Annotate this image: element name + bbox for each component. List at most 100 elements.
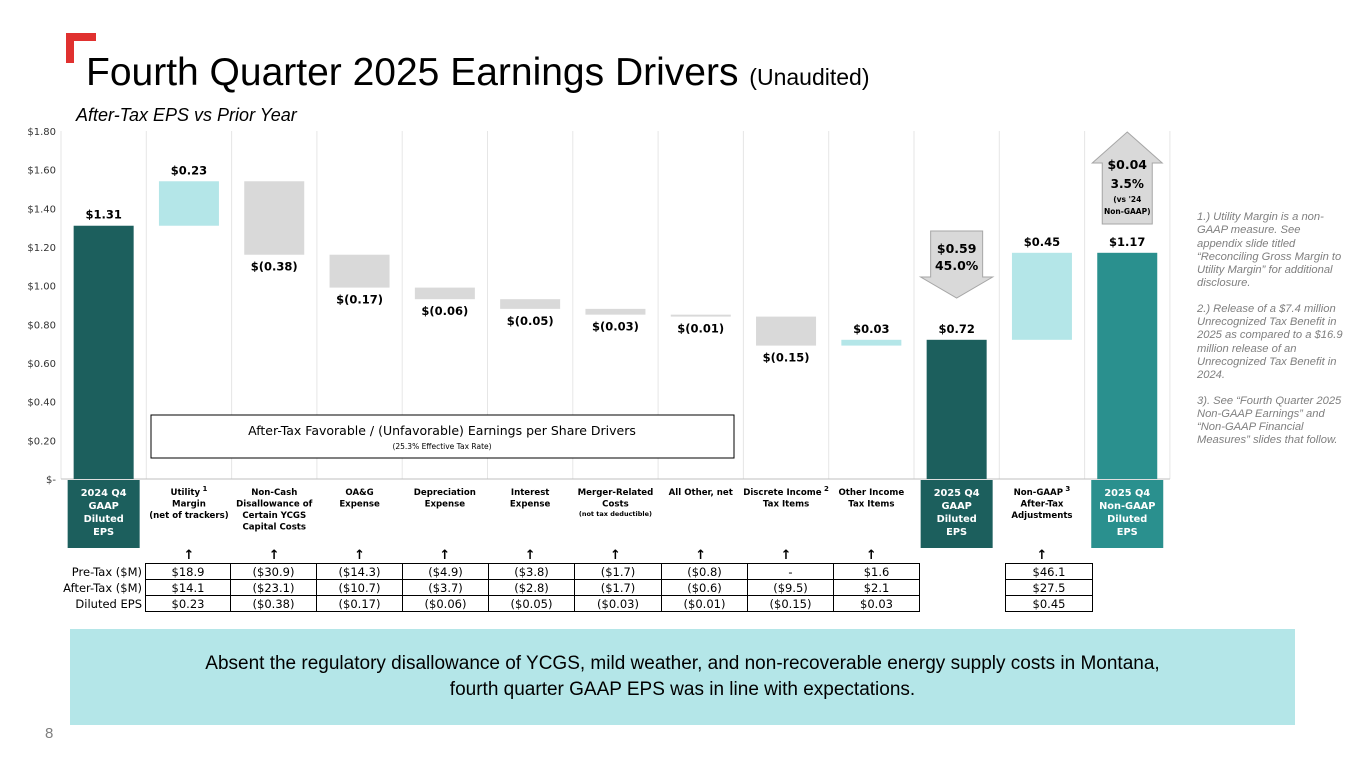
table-cell (920, 564, 1006, 580)
table-row: Diluted EPS $0.23 ($0.38) ($0.17) ($0.06) ($0… (60, 595, 1093, 612)
table-cell: ($4.9) (402, 563, 489, 580)
table-cell (920, 596, 1006, 612)
category-label: Interest (511, 488, 550, 498)
category-label: Certain YCGS (242, 511, 306, 521)
table-cell: $27.5 (1005, 579, 1093, 596)
footnote-2: 2.) Release of a $7.4 million Unrecogniz… (1197, 302, 1343, 382)
category-label: Discrete Income 2 (743, 485, 829, 498)
footnotes: 1.) Utility Margin is a non-GAAP measure… (1197, 211, 1345, 460)
category-label: OA&G (345, 488, 373, 498)
table-cell: ($0.38) (230, 595, 317, 612)
table-cell: $14.1 (145, 579, 231, 596)
table-cell: ($1.7) (574, 579, 662, 596)
table-cell: ($3.7) (402, 579, 489, 596)
up-arrow-icon: ↑ (781, 548, 792, 560)
table-cell: ($30.9) (230, 563, 317, 580)
category-label: 2025 Q4 (1104, 488, 1150, 499)
table-cell: ($0.05) (488, 595, 575, 612)
up-arrow-icon: ↑ (183, 548, 194, 560)
up-arrow-icon: ↑ (269, 548, 280, 560)
category-label: Diluted (84, 514, 124, 525)
y-tick-label: $0.20 (27, 436, 56, 447)
category-label: After-Tax (1020, 500, 1063, 510)
bar-2 (244, 181, 305, 255)
category-label: Non-GAAP 3 (1014, 485, 1071, 498)
value-label: $0.45 (1024, 235, 1060, 249)
table-cell: ($0.03) (574, 595, 662, 612)
table-cell: $0.23 (145, 595, 231, 612)
y-tick-label: $0.80 (27, 320, 56, 331)
value-label: $0.72 (938, 322, 974, 336)
callout-text: $0.59 (937, 241, 977, 256)
summary-banner-text: Absent the regulatory disallowance of YC… (205, 653, 1160, 700)
table-cell: ($0.8) (661, 563, 748, 580)
table-cell: ($0.17) (316, 595, 403, 612)
decrease-callout-arrow (918, 230, 995, 299)
table-cell: ($2.8) (488, 579, 575, 596)
up-arrow-icon: ↑ (695, 548, 706, 560)
table-cell: $46.1 (1005, 563, 1093, 580)
summary-banner: Absent the regulatory disallowance of YC… (70, 629, 1295, 725)
increase-callout-arrow (1090, 131, 1164, 225)
value-label: $(0.15) (763, 351, 810, 365)
callout-text: 45.0% (935, 258, 979, 273)
category-label: EPS (946, 527, 967, 538)
category-label: Diluted (937, 514, 977, 525)
table-row: Pre-Tax ($M) $18.9 ($30.9) ($14.3) ($4.9) ($3… (60, 563, 1093, 580)
footnote-1: 1.) Utility Margin is a non-GAAP measure… (1197, 211, 1342, 290)
category-note: (not tax deductible) (579, 510, 652, 518)
category-label: 2024 Q4 (81, 488, 127, 499)
accent-corner-mark (66, 33, 96, 63)
y-tick-label: $0.60 (27, 359, 56, 370)
slide-title-text: Fourth Quarter 2025 Earnings Drivers (86, 51, 739, 94)
category-label: Diluted (1107, 514, 1147, 525)
value-label: $0.03 (853, 322, 889, 336)
up-arrow-icon: ↑ (1036, 548, 1047, 560)
table-cell: ($23.1) (230, 579, 317, 596)
category-label: Non-GAAP (1099, 501, 1155, 512)
callout-text: 3.5% (1111, 177, 1144, 191)
category-label: Utility 1 (170, 485, 207, 498)
up-arrow-icon: ↑ (525, 548, 536, 560)
value-label: $(0.01) (677, 322, 724, 336)
drivers-table: Pre-Tax ($M) $18.9 ($30.9) ($14.3) ($4.9) ($3… (60, 563, 1093, 612)
value-label: $(0.03) (592, 320, 639, 334)
category-label: Expense (510, 500, 551, 510)
category-label: Depreciation (414, 488, 476, 498)
value-label: $(0.38) (251, 260, 298, 274)
value-label: $1.17 (1109, 235, 1145, 249)
bar-0 (73, 225, 134, 479)
up-arrow-icon: ↑ (439, 548, 450, 560)
bar-12 (1097, 252, 1158, 479)
category-box (1091, 480, 1164, 548)
category-box (920, 480, 993, 548)
slide-title-suffix: (Unaudited) (749, 64, 870, 90)
bar-5 (500, 299, 561, 309)
table-cell: $0.45 (1005, 595, 1093, 612)
footnote-marker: 3 (1063, 485, 1070, 493)
up-arrow-icon: ↑ (354, 548, 365, 560)
footnote-3: 3). See “Fourth Quarter 2025 Non-GAAP Ea… (1197, 394, 1342, 447)
bar-9 (841, 339, 902, 346)
table-cell: $2.1 (833, 579, 920, 596)
footnote-marker: 2 (822, 485, 829, 493)
row-label: After-Tax ($M) (63, 580, 142, 595)
table-cell: - (747, 563, 834, 580)
category-label: Adjustments (1011, 511, 1072, 521)
value-label: $(0.17) (336, 293, 383, 307)
value-label: $0.23 (171, 163, 207, 177)
category-label: Merger-Related (578, 488, 654, 498)
category-label: Non-Cash (251, 488, 297, 498)
value-label: $(0.05) (507, 314, 554, 328)
y-tick-label: $1.00 (27, 282, 56, 293)
category-label: Disallowance of (236, 500, 312, 510)
table-cell: ($0.06) (402, 595, 489, 612)
table-cell: ($0.01) (661, 595, 748, 612)
legend-box (150, 414, 735, 459)
category-label: Expense (425, 500, 466, 510)
accent-corner-shape (66, 33, 96, 63)
category-box (67, 480, 140, 548)
category-label: Tax Items (763, 500, 809, 510)
callout-text: $0.04 (1107, 157, 1147, 172)
slide-title: Fourth Quarter 2025 Earnings Drivers (Un… (86, 50, 869, 100)
